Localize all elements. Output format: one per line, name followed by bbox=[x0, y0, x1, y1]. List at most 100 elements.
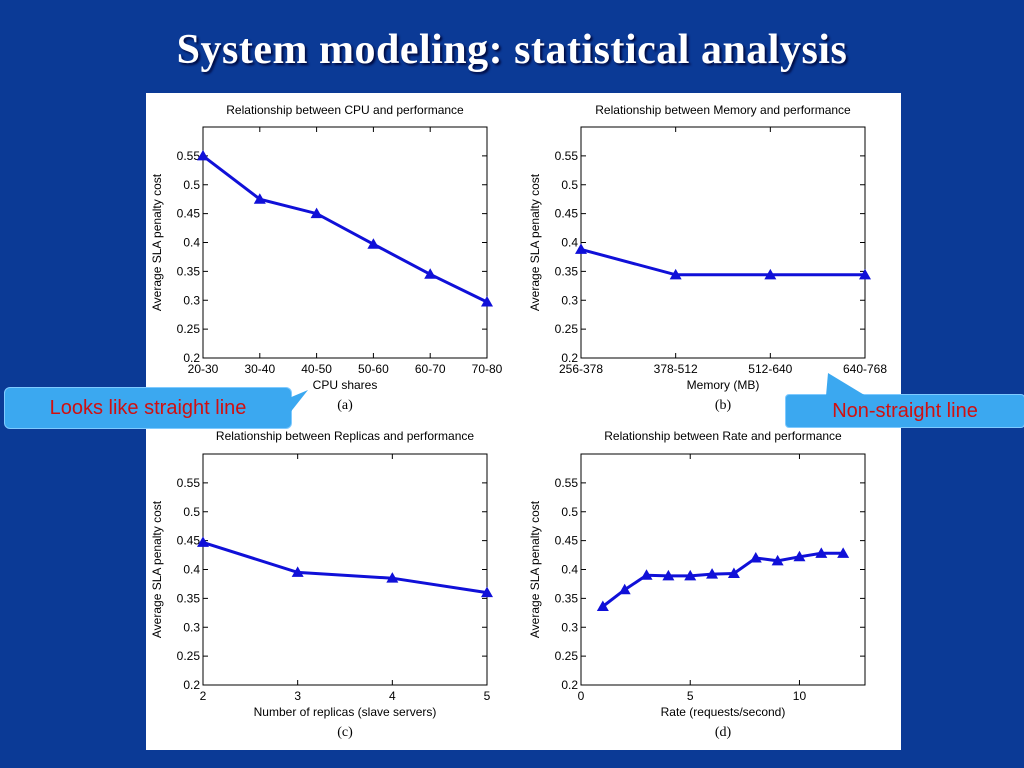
y-tick-label: 0.55 bbox=[177, 476, 201, 490]
data-point-marker bbox=[618, 583, 631, 595]
callout-right: Non-straight line bbox=[785, 394, 1024, 428]
callout-right-text: Non-straight line bbox=[832, 399, 978, 422]
x-tick-label: 50-60 bbox=[358, 362, 389, 376]
y-tick-label: 0.2 bbox=[183, 678, 200, 692]
data-point-marker bbox=[793, 550, 806, 562]
y-tick-label: 0.35 bbox=[555, 264, 579, 278]
data-point-marker bbox=[771, 554, 784, 566]
x-tick-label: 512-640 bbox=[748, 362, 792, 376]
data-point-marker bbox=[640, 569, 653, 580]
y-tick-label: 0.55 bbox=[555, 476, 579, 490]
data-point-marker bbox=[291, 566, 304, 577]
y-tick-label: 0.5 bbox=[561, 178, 578, 192]
y-tick-label: 0.55 bbox=[555, 149, 579, 163]
y-tick-label: 0.4 bbox=[183, 236, 200, 250]
x-tick-label: 640-768 bbox=[843, 362, 887, 376]
x-axis-label: Rate (requests/second) bbox=[661, 705, 786, 719]
data-point-marker bbox=[575, 243, 587, 254]
x-axis-label: Number of replicas (slave servers) bbox=[254, 705, 437, 719]
data-point-marker bbox=[367, 238, 380, 249]
data-point-marker bbox=[481, 295, 493, 307]
x-tick-label: 4 bbox=[389, 689, 396, 703]
data-point-marker bbox=[386, 572, 399, 583]
data-point-marker bbox=[706, 568, 719, 579]
y-tick-label: 0.45 bbox=[555, 207, 579, 221]
y-tick-label: 0.25 bbox=[555, 322, 579, 336]
x-tick-label: 5 bbox=[687, 689, 694, 703]
x-tick-label: 20-30 bbox=[188, 362, 219, 376]
x-tick-label: 60-70 bbox=[415, 362, 446, 376]
chart-title: Relationship between CPU and performance bbox=[226, 103, 464, 117]
data-point-marker bbox=[481, 586, 493, 598]
data-point-marker bbox=[684, 569, 697, 581]
series-line bbox=[202, 154, 488, 304]
chart-caption: (d) bbox=[715, 725, 732, 740]
y-tick-label: 0.2 bbox=[561, 351, 578, 365]
y-tick-label: 0.35 bbox=[177, 264, 201, 278]
callout-left: Looks like straight line bbox=[4, 387, 292, 429]
data-point-marker bbox=[424, 268, 437, 279]
data-point-marker bbox=[197, 149, 209, 161]
y-tick-label: 0.45 bbox=[555, 534, 579, 548]
data-point-marker bbox=[837, 547, 850, 558]
x-axis-label: Memory (MB) bbox=[687, 378, 760, 392]
y-tick-label: 0.55 bbox=[177, 149, 201, 163]
chart-caption: (c) bbox=[337, 725, 353, 740]
y-axis-label: Average SLA penalty cost bbox=[528, 173, 542, 311]
x-tick-label: 378-512 bbox=[654, 362, 698, 376]
chart-caption: (a) bbox=[337, 398, 353, 413]
y-tick-label: 0.3 bbox=[183, 293, 200, 307]
y-tick-label: 0.3 bbox=[183, 620, 200, 634]
x-tick-label: 10 bbox=[793, 689, 807, 703]
y-axis-label: Average SLA penalty cost bbox=[150, 173, 164, 311]
x-axis-label: CPU shares bbox=[313, 378, 378, 392]
x-tick-label: 5 bbox=[484, 689, 491, 703]
y-axis-label: Average SLA penalty cost bbox=[150, 500, 164, 638]
y-tick-label: 0.3 bbox=[561, 620, 578, 634]
y-tick-label: 0.5 bbox=[183, 178, 200, 192]
chart-caption: (b) bbox=[715, 398, 732, 413]
y-tick-label: 0.45 bbox=[177, 207, 201, 221]
y-axis-label: Average SLA penalty cost bbox=[528, 500, 542, 638]
data-point-marker bbox=[662, 569, 675, 581]
y-tick-label: 0.3 bbox=[561, 293, 578, 307]
x-tick-label: 70-80 bbox=[472, 362, 503, 376]
data-point-marker bbox=[310, 207, 323, 219]
y-tick-label: 0.2 bbox=[561, 678, 578, 692]
y-tick-label: 0.35 bbox=[177, 591, 201, 605]
x-tick-label: 0 bbox=[578, 689, 585, 703]
data-point-marker bbox=[197, 536, 209, 547]
x-tick-label: 30-40 bbox=[244, 362, 275, 376]
chart-title: Relationship between Memory and performa… bbox=[595, 103, 851, 117]
y-tick-label: 0.2 bbox=[183, 351, 200, 365]
data-point-marker bbox=[764, 268, 777, 280]
x-tick-label: 3 bbox=[294, 689, 301, 703]
slide-title: System modeling: statistical analysis bbox=[176, 27, 848, 73]
y-tick-label: 0.5 bbox=[561, 505, 578, 519]
y-tick-label: 0.4 bbox=[561, 236, 578, 250]
y-tick-label: 0.25 bbox=[555, 649, 579, 663]
y-tick-label: 0.4 bbox=[183, 563, 200, 577]
data-point-marker bbox=[669, 268, 682, 280]
chart-title: Relationship between Replicas and perfor… bbox=[216, 429, 474, 443]
x-tick-label: 40-50 bbox=[301, 362, 332, 376]
data-point-marker bbox=[253, 193, 266, 204]
series-line bbox=[580, 247, 865, 277]
callout-left-text: Looks like straight line bbox=[49, 396, 247, 419]
y-tick-label: 0.35 bbox=[555, 591, 579, 605]
y-tick-label: 0.25 bbox=[177, 322, 201, 336]
data-point-marker bbox=[749, 551, 762, 563]
x-tick-label: 256-378 bbox=[559, 362, 603, 376]
data-point-marker bbox=[596, 600, 609, 611]
data-point-marker bbox=[727, 567, 740, 579]
data-point-marker bbox=[859, 268, 871, 280]
chart-title: Relationship between Rate and performanc… bbox=[604, 429, 842, 443]
y-tick-label: 0.4 bbox=[561, 563, 578, 577]
y-tick-label: 0.5 bbox=[183, 505, 200, 519]
data-point-marker bbox=[815, 547, 828, 558]
series-line bbox=[202, 540, 488, 595]
y-tick-label: 0.45 bbox=[177, 534, 201, 548]
x-tick-label: 2 bbox=[200, 689, 207, 703]
